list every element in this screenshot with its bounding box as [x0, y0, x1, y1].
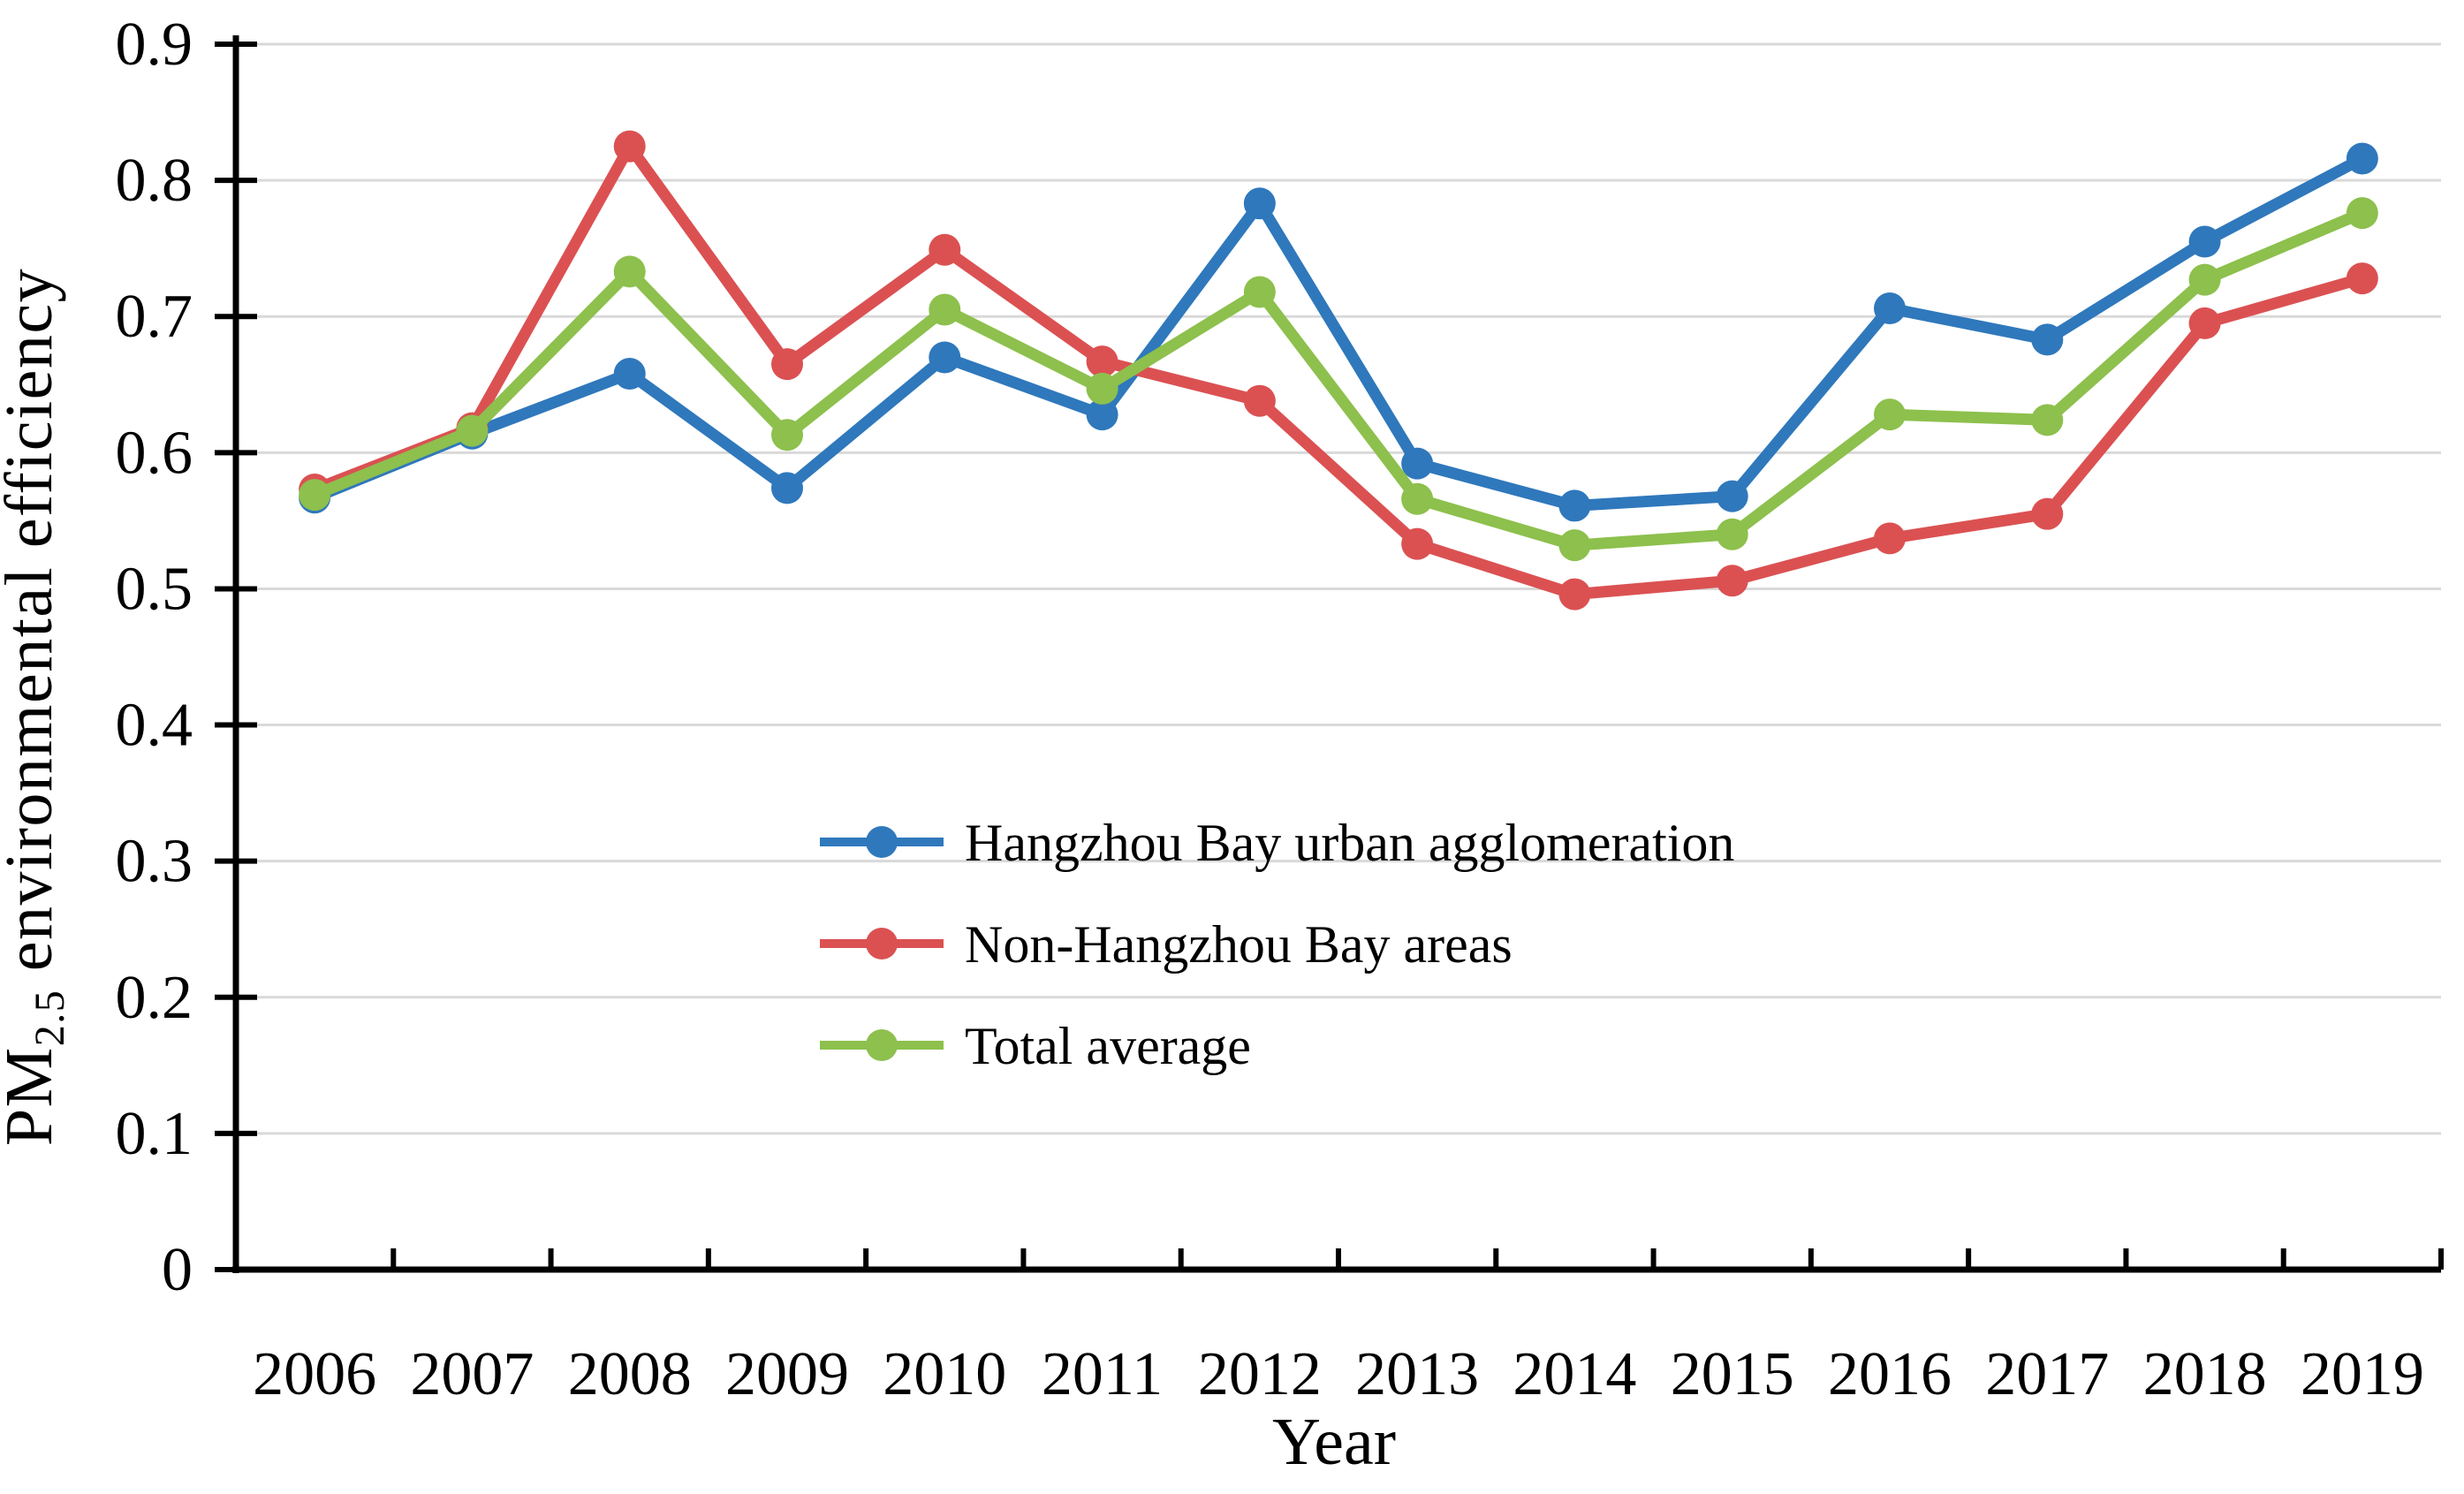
point-total-average-2014: [1558, 529, 1591, 562]
y-tick-labels: 0 0.1 0.2 0.3 0.4 0.5 0.6 0.7 0.8 0.9: [116, 11, 193, 1304]
y-tick-label-0.6: 0.6: [116, 419, 193, 487]
point-non-hangzhou-bay-areas-2016: [1874, 522, 1906, 555]
point-hangzhou-bay-urban-agglomeration-2010: [929, 341, 961, 374]
point-non-hangzhou-bay-areas-2013: [1401, 527, 1434, 560]
y-tick-label-0.4: 0.4: [116, 692, 193, 760]
x-tick-label-2006: 2006: [253, 1340, 376, 1408]
point-non-hangzhou-bay-areas-2010: [929, 233, 961, 266]
point-total-average-2006: [299, 479, 331, 512]
legend-label-total-average: Total average: [965, 1017, 1251, 1075]
series-line-total-average: [308, 207, 2369, 551]
series-lines: [299, 130, 2378, 610]
point-non-hangzhou-bay-areas-2008: [613, 130, 646, 163]
gridlines: [236, 42, 2441, 1135]
y-tick-label-0.7: 0.7: [116, 283, 193, 351]
point-total-average-2013: [1401, 482, 1434, 515]
x-tick-label-2014: 2014: [1513, 1340, 1636, 1408]
point-hangzhou-bay-urban-agglomeration-2015: [1716, 480, 1748, 512]
x-tick-label-2010: 2010: [883, 1340, 1006, 1408]
x-tick-label-2008: 2008: [568, 1340, 692, 1408]
point-total-average-2009: [771, 419, 803, 451]
point-total-average-2012: [1243, 276, 1276, 308]
x-tick-label-2018: 2018: [2143, 1340, 2267, 1408]
point-non-hangzhou-bay-areas-2011: [1086, 345, 1118, 378]
point-non-hangzhou-bay-areas-2012: [1243, 384, 1276, 417]
point-total-average-2010: [929, 293, 961, 326]
x-tick-label-2015: 2015: [1671, 1340, 1794, 1408]
point-non-hangzhou-bay-areas-2017: [2031, 497, 2064, 530]
point-total-average-2019: [2346, 197, 2378, 230]
point-hangzhou-bay-urban-agglomeration-2013: [1401, 447, 1434, 480]
x-tick-label-2009: 2009: [725, 1340, 849, 1408]
point-total-average-2016: [1874, 398, 1906, 431]
y-tick-label-0.1: 0.1: [116, 1100, 193, 1168]
point-hangzhou-bay-urban-agglomeration-2017: [2031, 323, 2064, 356]
legend-label-non-hangzhou-bay-areas: Non-Hangzhou Bay areas: [965, 915, 1513, 974]
point-total-average-2017: [2031, 404, 2064, 436]
point-hangzhou-bay-urban-agglomeration-2012: [1243, 187, 1276, 220]
point-hangzhou-bay-urban-agglomeration-2009: [771, 472, 803, 504]
legend-marker-hangzhou-bay-urban-agglomeration: [866, 826, 898, 858]
x-tick-label-2013: 2013: [1355, 1340, 1479, 1408]
x-tick-label-2019: 2019: [2301, 1340, 2424, 1408]
y-axis-title-prefix: PM: [0, 1046, 66, 1146]
point-non-hangzhou-bay-areas-2019: [2346, 262, 2378, 295]
y-tick-label-0.9: 0.9: [116, 11, 193, 79]
y-tick-label-0.3: 0.3: [116, 828, 193, 896]
point-hangzhou-bay-urban-agglomeration-2008: [613, 357, 646, 390]
y-axis-title: PM2.5 environmental efficiency: [0, 268, 73, 1146]
point-hangzhou-bay-urban-agglomeration-2014: [1558, 489, 1591, 522]
legend: Hangzhou Bay urban agglomeration Non-Hang…: [820, 814, 1734, 1075]
point-total-average-2011: [1086, 372, 1118, 405]
y-tick-label-0.8: 0.8: [116, 147, 193, 215]
x-tick-label-2017: 2017: [1985, 1340, 2109, 1408]
legend-item-hangzhou-bay-urban-agglomeration: Hangzhou Bay urban agglomeration: [820, 814, 1734, 872]
x-tick-label-2016: 2016: [1828, 1340, 1952, 1408]
legend-item-non-hangzhou-bay-areas: Non-Hangzhou Bay areas: [820, 915, 1513, 974]
legend-label-hangzhou-bay-urban-agglomeration: Hangzhou Bay urban agglomeration: [965, 814, 1734, 872]
x-axis-ticks: [233, 1248, 2444, 1270]
legend-marker-non-hangzhou-bay-areas: [866, 928, 898, 959]
point-total-average-2015: [1716, 518, 1748, 550]
point-total-average-2008: [613, 255, 646, 288]
y-axis-title-subscript: 2.5: [27, 990, 73, 1047]
series-line-hangzhou-bay-urban-agglomeration: [308, 152, 2369, 512]
point-hangzhou-bay-urban-agglomeration-2019: [2346, 142, 2378, 175]
y-tick-label-0.5: 0.5: [116, 555, 193, 623]
legend-item-total-average: Total average: [820, 1017, 1251, 1075]
y-tick-label-0.2: 0.2: [116, 964, 193, 1032]
x-tick-label-2007: 2007: [410, 1340, 534, 1408]
x-tick-label-2012: 2012: [1198, 1340, 1322, 1408]
point-non-hangzhou-bay-areas-2014: [1558, 578, 1591, 610]
point-non-hangzhou-bay-areas-2009: [771, 348, 803, 381]
point-total-average-2018: [2188, 263, 2221, 296]
point-non-hangzhou-bay-areas-2015: [1716, 565, 1748, 597]
legend-marker-total-average: [866, 1029, 898, 1061]
point-hangzhou-bay-urban-agglomeration-2016: [1874, 292, 1906, 324]
point-hangzhou-bay-urban-agglomeration-2011: [1086, 398, 1118, 431]
x-axis-title: Year: [1272, 1405, 1396, 1479]
series-line-non-hangzhou-bay-areas: [308, 140, 2369, 601]
point-non-hangzhou-bay-areas-2018: [2188, 307, 2221, 339]
x-tick-label-2011: 2011: [1042, 1340, 1163, 1408]
y-tick-label-0: 0: [162, 1236, 193, 1304]
y-axis-title-suffix: environmental efficiency: [0, 268, 66, 990]
x-tick-labels: 2006 2007 2008 2009 2010 2011 2012 2013 2014 2015…: [253, 1340, 2424, 1408]
point-hangzhou-bay-urban-agglomeration-2018: [2188, 225, 2221, 258]
point-total-average-2007: [456, 414, 489, 447]
axes: [232, 35, 2441, 1273]
